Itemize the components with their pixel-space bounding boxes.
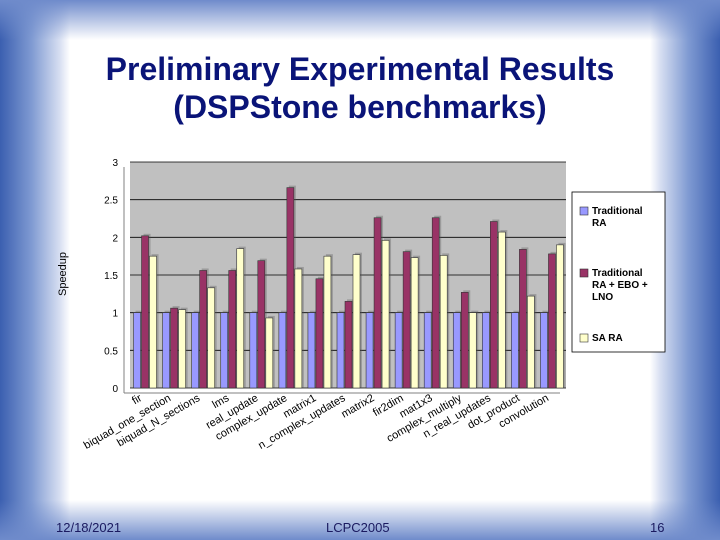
bar <box>452 312 461 389</box>
legend-label: RA <box>592 218 606 229</box>
legend-label: SA RA <box>592 333 623 344</box>
y-tick-label: 3 <box>112 158 118 169</box>
bar <box>394 312 403 389</box>
bar <box>141 235 149 389</box>
bar <box>286 187 295 389</box>
y-tick-label: 1.5 <box>104 271 118 282</box>
footer-page-number: 16 <box>650 520 665 535</box>
bar <box>402 251 411 389</box>
y-tick-label: 2 <box>112 233 118 244</box>
bar <box>315 278 324 389</box>
legend-swatch <box>579 333 589 343</box>
footer-conference: LCPC2005 <box>326 520 390 535</box>
bar <box>278 312 287 389</box>
bar <box>431 217 440 389</box>
bar <box>482 312 490 389</box>
bar <box>468 312 477 389</box>
bar <box>556 244 564 389</box>
background-top-gradient <box>0 0 720 40</box>
bar <box>410 257 419 389</box>
bar <box>336 312 345 389</box>
y-tick-label: 0.5 <box>104 346 118 357</box>
bar <box>490 221 498 389</box>
y-tick-label: 0 <box>112 384 118 395</box>
background-left-gradient <box>0 0 70 540</box>
bar <box>519 249 527 389</box>
bar <box>236 248 245 389</box>
bar <box>548 253 556 389</box>
bar <box>439 255 448 389</box>
y-axis-label: Speedup <box>57 252 69 296</box>
bar <box>220 312 229 389</box>
bar <box>149 255 157 389</box>
bar <box>170 307 178 389</box>
bar <box>228 270 237 389</box>
bar <box>460 292 469 389</box>
bar <box>294 268 303 389</box>
legend-label: RA + EBO + <box>592 280 648 291</box>
bar <box>511 312 519 389</box>
bar <box>191 312 199 389</box>
bar <box>365 312 374 389</box>
bar <box>527 295 535 389</box>
bar <box>498 231 506 389</box>
bar <box>373 217 382 389</box>
bar <box>307 312 316 389</box>
bar <box>207 287 215 389</box>
bar <box>133 312 141 389</box>
legend-swatch <box>579 268 589 278</box>
bar <box>249 312 258 389</box>
legend-label: Traditional <box>592 268 643 279</box>
background-bottom-gradient <box>0 500 720 540</box>
bar <box>540 312 548 389</box>
y-tick-label: 2.5 <box>104 196 118 207</box>
x-tick-label: fir <box>130 392 144 407</box>
legend-label: LNO <box>592 292 613 303</box>
bar <box>162 312 170 389</box>
y-tick-label: 1 <box>112 309 118 320</box>
bar <box>344 301 353 389</box>
bar <box>257 260 266 389</box>
legend-label: Traditional <box>592 206 643 217</box>
bar <box>352 254 361 389</box>
footer-date: 12/18/2021 <box>56 520 122 535</box>
bar <box>323 255 332 389</box>
x-tick-label: matrix2 <box>339 392 376 420</box>
bar <box>381 240 390 389</box>
bar <box>265 317 274 389</box>
slide-title-line-1: Preliminary Experimental Results <box>105 51 615 87</box>
bar <box>423 312 432 389</box>
legend-swatch <box>579 206 589 216</box>
slide-title-line-2: (DSPStone benchmarks) <box>173 89 547 125</box>
bar <box>199 270 207 389</box>
bar <box>178 309 186 389</box>
slide-title: Preliminary Experimental Results (DSPSto… <box>40 50 680 126</box>
